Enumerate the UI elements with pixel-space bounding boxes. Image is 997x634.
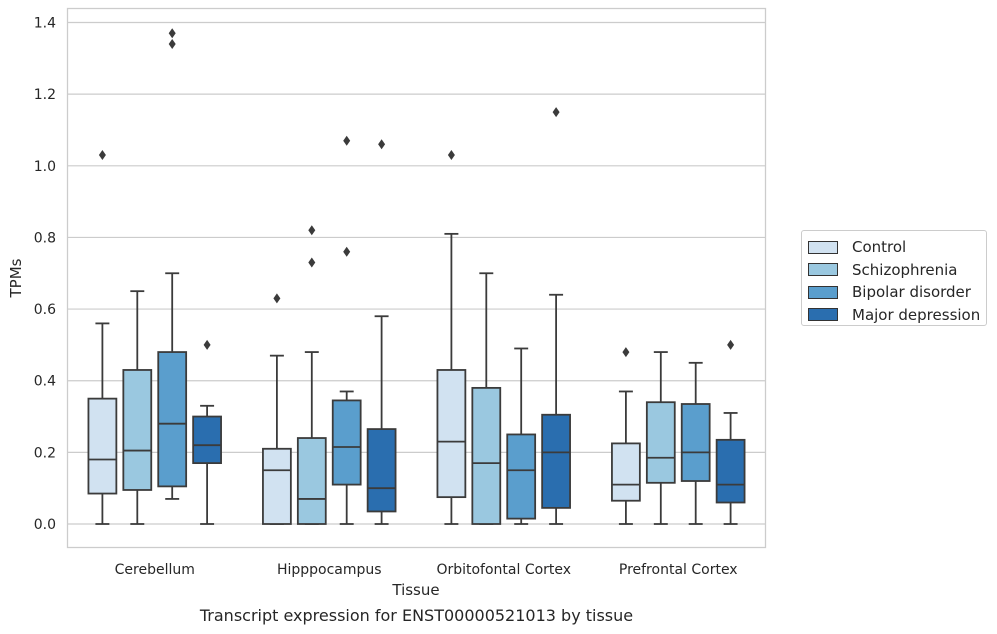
legend-label-control: Control <box>852 238 907 257</box>
legend-item-schizophrenia: Schizophrenia <box>808 259 986 282</box>
y-tick-label: 1.0 <box>34 159 56 175</box>
y-axis-label: TPMs <box>7 258 25 298</box>
legend-label-bipolar-disorder: Bipolar disorder <box>852 283 971 302</box>
outlier-point <box>273 293 281 304</box>
outlier-point <box>622 347 630 358</box>
outlier-point <box>308 257 316 268</box>
iqr-box <box>366 428 397 513</box>
outlier-point <box>727 339 735 350</box>
outlier-point <box>343 246 351 257</box>
x-tick-label: Cerebellum <box>115 562 195 578</box>
y-tick-label: 0.4 <box>34 374 56 390</box>
y-tick-label: 0.6 <box>34 302 56 318</box>
iqr-box <box>680 403 711 482</box>
box-schizophrenia <box>645 351 676 525</box>
legend: Control Schizophrenia Bipolar disorder M… <box>801 230 987 326</box>
iqr-box <box>296 437 327 525</box>
legend-swatch-control <box>808 240 838 254</box>
legend-label-major-depression: Major depression <box>852 305 981 324</box>
iqr-box <box>611 442 641 502</box>
y-tick-label: 0.0 <box>34 517 56 533</box>
chart-title: Transcript expression for ENST0000052101… <box>199 606 634 625</box>
box-schizophrenia <box>122 290 153 525</box>
legend-swatch-bipolar-disorder <box>808 285 838 299</box>
outlier-point <box>378 139 386 150</box>
x-tick-labels: Cerebellum Hipppocampus Orbitofontal Corte… <box>115 562 738 578</box>
iqr-box <box>122 369 153 491</box>
outlier-point <box>447 150 455 161</box>
plot-boxes <box>87 28 746 525</box>
x-tick-label: Hipppocampus <box>277 562 382 578</box>
box-bipolar-disorder <box>506 347 537 525</box>
box-schizophrenia <box>471 272 502 525</box>
y-tick-label: 0.8 <box>34 230 56 246</box>
box-bipolar-disorder <box>331 135 362 525</box>
box-major-depression <box>192 339 222 525</box>
legend-item-control: Control <box>808 236 986 259</box>
iqr-box <box>645 401 676 484</box>
box-control <box>611 347 641 525</box>
iqr-box <box>87 397 118 495</box>
iqr-box <box>331 399 362 486</box>
outlier-point <box>552 107 560 118</box>
x-tick-label: Prefrontal Cortex <box>619 562 738 578</box>
outlier-point <box>343 135 351 146</box>
legend-item-major-depression: Major depression <box>808 304 986 327</box>
box-control <box>436 150 467 525</box>
iqr-box <box>436 369 467 499</box>
iqr-box <box>506 433 537 520</box>
box-control <box>87 150 118 525</box>
box-control <box>262 293 292 525</box>
outlier-point <box>168 39 176 50</box>
legend-item-bipolar-disorder: Bipolar disorder <box>808 281 986 304</box>
outlier-point <box>203 339 211 350</box>
iqr-box <box>471 386 502 525</box>
legend-label-schizophrenia: Schizophrenia <box>852 260 958 279</box>
box-major-depression <box>366 139 397 525</box>
outlier-point <box>168 28 176 39</box>
iqr-box <box>541 413 571 509</box>
legend-swatch-schizophrenia <box>808 263 838 277</box>
y-tick-labels: 0.0 0.2 0.4 0.6 0.8 1.0 1.2 1.4 <box>34 16 56 533</box>
outlier-point <box>98 150 106 161</box>
box-schizophrenia <box>296 225 327 525</box>
iqr-box <box>715 438 746 504</box>
x-axis-label: Tissue <box>391 581 439 599</box>
box-bipolar-disorder <box>157 28 188 500</box>
outlier-point <box>308 225 316 236</box>
iqr-box <box>262 447 292 525</box>
iqr-box <box>157 351 188 488</box>
legend-swatch-major-depression <box>808 308 838 322</box>
iqr-box <box>192 415 222 465</box>
box-major-depression <box>541 107 571 525</box>
y-tick-label: 1.2 <box>34 87 56 103</box>
x-tick-label: Orbitofontal Cortex <box>436 562 571 578</box>
box-major-depression <box>715 339 746 525</box>
box-bipolar-disorder <box>680 361 711 525</box>
y-tick-label: 0.2 <box>34 445 56 461</box>
y-tick-label: 1.4 <box>34 16 56 32</box>
plot-frame <box>66 7 767 549</box>
